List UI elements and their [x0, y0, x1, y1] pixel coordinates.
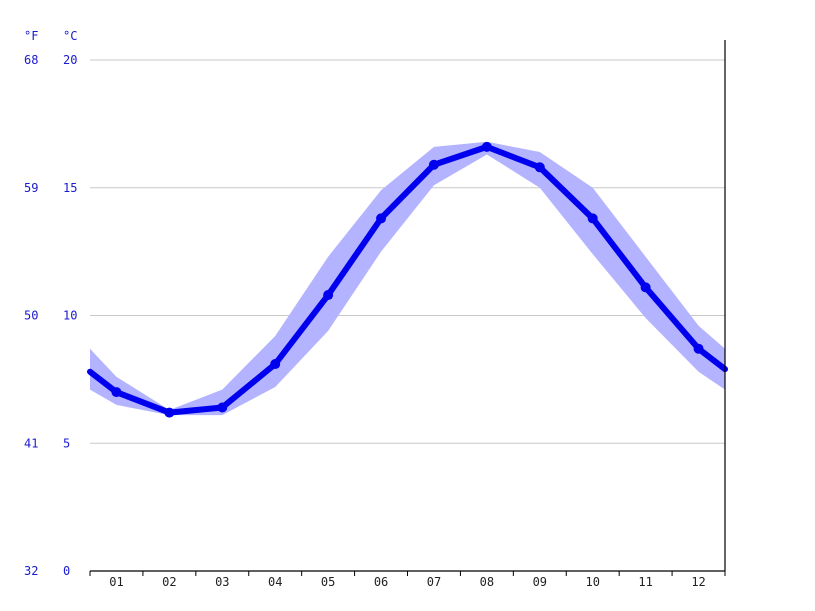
- y-tick-label-celsius: 5: [63, 436, 70, 450]
- x-tick-label: 01: [109, 575, 123, 589]
- x-tick-label: 06: [374, 575, 388, 589]
- temperature-range-band: [90, 141, 725, 416]
- x-tick-labels: 01 02 03 04 05 06 07 08 09 10 11 12: [109, 575, 706, 589]
- data-point: [164, 407, 175, 418]
- axes: [89, 40, 726, 576]
- y-tick-label-fahrenheit: 68: [24, 53, 38, 67]
- y-tick-label-celsius: 20: [63, 53, 77, 67]
- x-tick-label: 09: [533, 575, 547, 589]
- data-point: [534, 162, 545, 173]
- x-tick-label: 02: [162, 575, 176, 589]
- x-tick-label: 04: [268, 575, 282, 589]
- y-tick-label-celsius: 10: [63, 309, 77, 323]
- data-point: [693, 343, 704, 354]
- x-tick-label: 05: [321, 575, 335, 589]
- y-tick-label-fahrenheit: 59: [24, 181, 38, 195]
- data-point: [481, 141, 492, 152]
- data-point: [270, 359, 281, 370]
- x-tick-label: 11: [638, 575, 652, 589]
- y-tick-label-celsius: 0: [63, 564, 70, 578]
- x-tick-label: 10: [585, 575, 599, 589]
- data-point: [111, 387, 122, 398]
- data-point: [428, 159, 439, 170]
- y-tick-label-fahrenheit: 50: [24, 309, 38, 323]
- data-point: [587, 213, 598, 224]
- y-tick-label-fahrenheit: 41: [24, 436, 38, 450]
- data-point: [376, 213, 387, 224]
- y-tick-label-celsius: 15: [63, 181, 77, 195]
- celsius-unit-label: °C: [63, 29, 77, 43]
- data-point: [217, 402, 228, 413]
- x-tick-label: 07: [427, 575, 441, 589]
- data-point: [323, 290, 334, 301]
- x-tick-label: 03: [215, 575, 229, 589]
- y-tick-label-fahrenheit: 32: [24, 564, 38, 578]
- x-tick-label: 12: [691, 575, 705, 589]
- temperature-line: [87, 143, 728, 416]
- data-points: [111, 141, 704, 418]
- x-tick-label: 08: [480, 575, 494, 589]
- fahrenheit-unit-label: °F: [24, 29, 38, 43]
- y-tick-labels: 0 32 5 41 10 50 15 59 20 68: [24, 53, 77, 578]
- data-point: [640, 282, 651, 293]
